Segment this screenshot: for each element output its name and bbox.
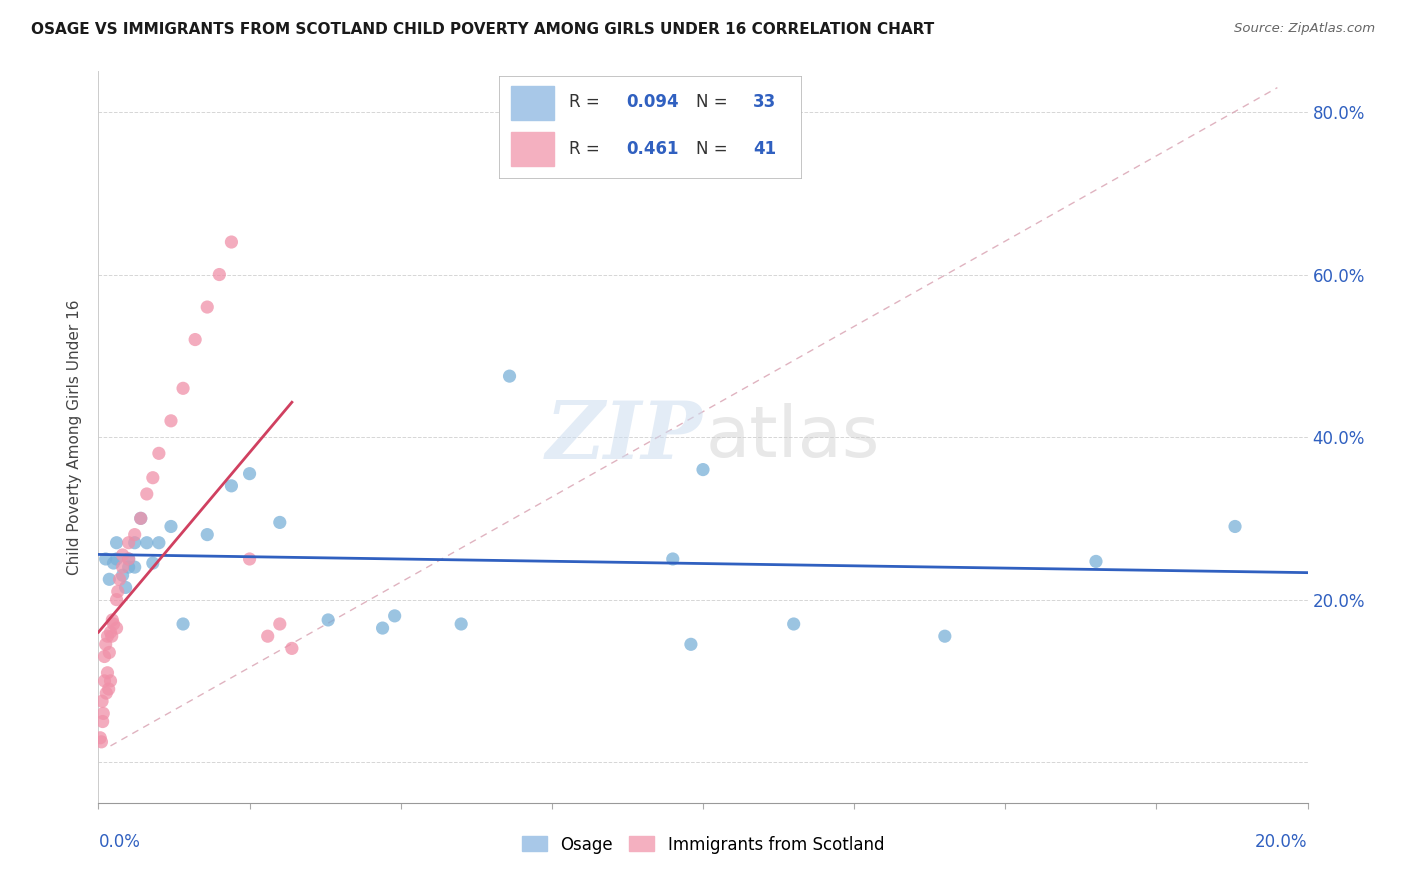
- Text: 33: 33: [754, 94, 776, 112]
- Point: [91, 714, 114, 729]
- Point: [111, 560, 134, 574]
- Point: [1223, 519, 1246, 533]
- Point: [103, 556, 125, 570]
- Point: [89, 731, 111, 745]
- Point: [105, 552, 128, 566]
- Bar: [512, 87, 554, 120]
- Point: [107, 584, 129, 599]
- Point: [100, 625, 122, 640]
- Point: [124, 527, 146, 541]
- Point: [118, 552, 141, 566]
- Point: [94, 637, 117, 651]
- Text: ZIP: ZIP: [546, 399, 703, 475]
- Point: [172, 381, 194, 395]
- Point: [98, 645, 121, 659]
- Point: [498, 369, 520, 384]
- Point: [316, 613, 339, 627]
- Point: [118, 560, 141, 574]
- Point: [105, 621, 128, 635]
- Point: [160, 519, 183, 533]
- Point: [91, 694, 114, 708]
- Point: [101, 613, 124, 627]
- Point: [124, 535, 146, 549]
- Point: [221, 235, 243, 249]
- Point: [148, 446, 170, 460]
- Point: [105, 592, 128, 607]
- Point: [142, 556, 165, 570]
- Point: [100, 673, 122, 688]
- Bar: [512, 132, 554, 166]
- Point: [98, 572, 121, 586]
- Point: [108, 572, 131, 586]
- Point: [124, 560, 146, 574]
- Point: [371, 621, 394, 635]
- Legend: Osage, Immigrants from Scotland: Osage, Immigrants from Scotland: [515, 829, 891, 860]
- Point: [281, 641, 304, 656]
- Point: [129, 511, 152, 525]
- Text: N =: N =: [696, 94, 733, 112]
- Point: [934, 629, 956, 643]
- Point: [661, 552, 683, 566]
- Point: [111, 548, 134, 562]
- Point: [114, 581, 136, 595]
- Point: [118, 535, 141, 549]
- Text: 0.461: 0.461: [626, 140, 679, 158]
- Text: 0.094: 0.094: [626, 94, 679, 112]
- Point: [91, 706, 114, 721]
- Text: R =: R =: [568, 94, 605, 112]
- Point: [135, 487, 157, 501]
- Point: [269, 516, 291, 530]
- Text: 0.0%: 0.0%: [98, 833, 141, 851]
- Point: [96, 665, 118, 680]
- Text: Source: ZipAtlas.com: Source: ZipAtlas.com: [1234, 22, 1375, 36]
- Point: [148, 535, 170, 549]
- Text: N =: N =: [696, 140, 733, 158]
- Text: 41: 41: [754, 140, 776, 158]
- Point: [111, 568, 134, 582]
- Point: [679, 637, 702, 651]
- Point: [783, 617, 806, 632]
- Point: [384, 608, 406, 623]
- Point: [239, 467, 262, 481]
- Point: [105, 535, 128, 549]
- Point: [195, 527, 218, 541]
- Point: [256, 629, 278, 643]
- Point: [93, 649, 115, 664]
- Text: R =: R =: [568, 140, 605, 158]
- Text: 20.0%: 20.0%: [1256, 833, 1308, 851]
- Point: [96, 686, 118, 700]
- Point: [94, 552, 117, 566]
- Point: [184, 333, 207, 347]
- Point: [103, 617, 125, 632]
- Point: [172, 617, 194, 632]
- Point: [208, 268, 231, 282]
- Point: [1085, 554, 1108, 568]
- Point: [142, 471, 165, 485]
- Text: atlas: atlas: [706, 402, 880, 472]
- Point: [129, 511, 152, 525]
- Point: [96, 629, 118, 643]
- Point: [160, 414, 183, 428]
- Text: OSAGE VS IMMIGRANTS FROM SCOTLAND CHILD POVERTY AMONG GIRLS UNDER 16 CORRELATION: OSAGE VS IMMIGRANTS FROM SCOTLAND CHILD …: [31, 22, 934, 37]
- Point: [221, 479, 243, 493]
- Point: [195, 300, 218, 314]
- Point: [100, 629, 122, 643]
- Point: [90, 735, 112, 749]
- Point: [239, 552, 262, 566]
- Point: [93, 673, 115, 688]
- Point: [135, 535, 157, 549]
- Point: [118, 552, 141, 566]
- Point: [692, 462, 714, 476]
- Point: [97, 681, 120, 696]
- Y-axis label: Child Poverty Among Girls Under 16: Child Poverty Among Girls Under 16: [67, 300, 83, 574]
- Point: [450, 617, 472, 632]
- Point: [269, 617, 291, 632]
